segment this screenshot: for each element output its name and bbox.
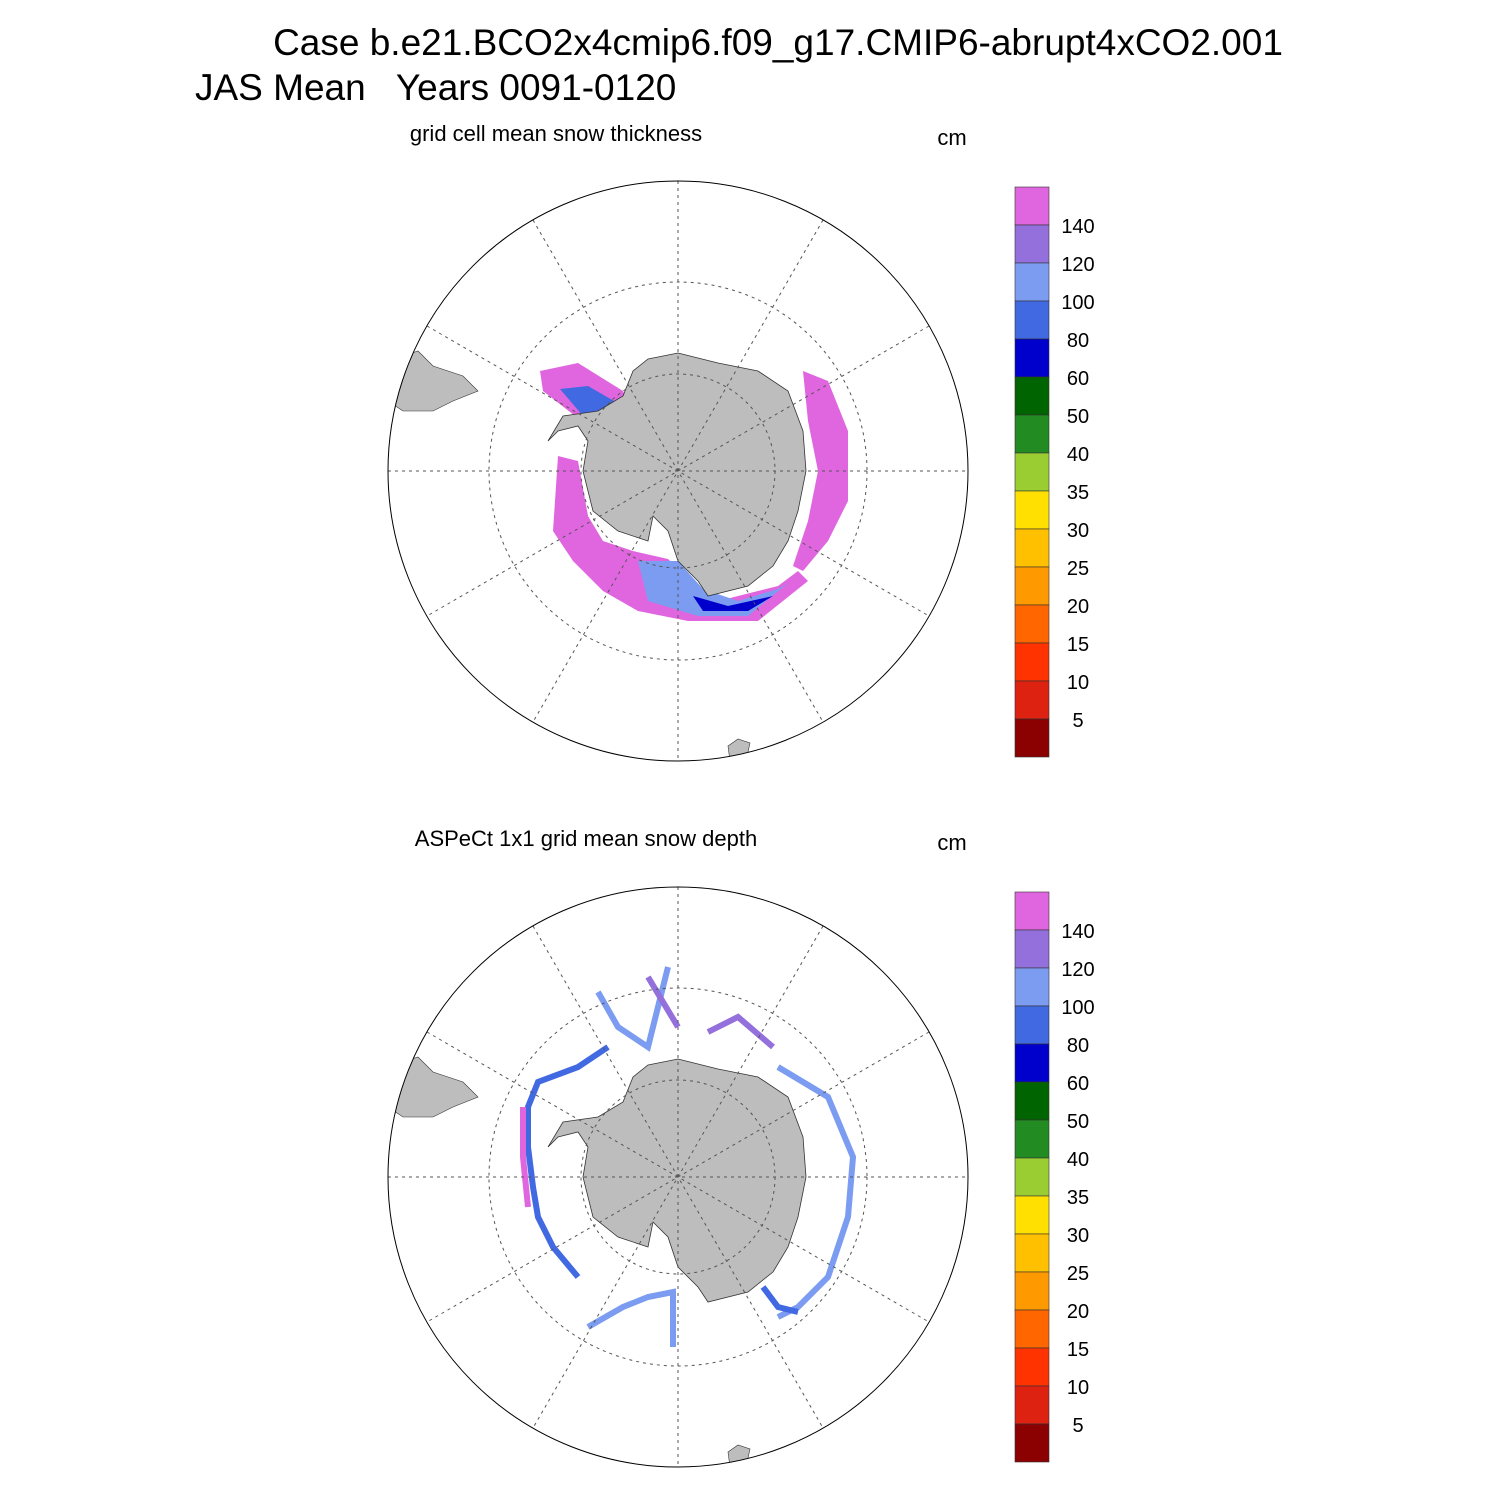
colorbar-box bbox=[1014, 1157, 1050, 1197]
colorbar-label: 20 bbox=[1067, 1301, 1089, 1323]
colorbar-box bbox=[1014, 376, 1050, 416]
colorbar-label: 80 bbox=[1067, 330, 1089, 352]
colorbar-label: 10 bbox=[1067, 1377, 1089, 1399]
panel-title: ASPeCt 1x1 grid mean snow depth bbox=[415, 826, 757, 851]
colorbar-label: 15 bbox=[1067, 634, 1089, 656]
colorbar-box bbox=[1014, 1005, 1050, 1045]
colorbar-box bbox=[1014, 452, 1050, 492]
colorbar-label: 30 bbox=[1067, 520, 1089, 542]
colorbar-label: 20 bbox=[1067, 596, 1089, 618]
colorbar-box bbox=[1014, 1423, 1050, 1463]
colorbar-label: 35 bbox=[1067, 482, 1089, 504]
colorbar-box bbox=[1014, 1347, 1050, 1387]
units-label: cm bbox=[937, 830, 966, 855]
colorbar-box bbox=[1014, 642, 1050, 682]
colorbar-label: 35 bbox=[1067, 1187, 1089, 1209]
colorbar-box bbox=[1014, 490, 1050, 530]
colorbar-label: 25 bbox=[1067, 1263, 1089, 1285]
figure-subtitle: JAS Mean Years 0091-0120 bbox=[195, 67, 676, 108]
colorbar-label: 10 bbox=[1067, 672, 1089, 694]
colorbar-box bbox=[1014, 224, 1050, 264]
colorbar-box bbox=[1014, 929, 1050, 969]
colorbar-label: 100 bbox=[1061, 997, 1094, 1019]
colorbar-box bbox=[1014, 967, 1050, 1007]
colorbar-label: 5 bbox=[1072, 1415, 1083, 1437]
colorbar-label: 120 bbox=[1061, 254, 1094, 276]
colorbar-label: 100 bbox=[1061, 292, 1094, 314]
colorbar-label: 140 bbox=[1061, 216, 1094, 238]
colorbar-box bbox=[1014, 528, 1050, 568]
colorbar-box bbox=[1014, 891, 1050, 931]
figure-title: Case b.e21.BCO2x4cmip6.f09_g17.CMIP6-abr… bbox=[273, 22, 1283, 63]
panel-title: grid cell mean snow thickness bbox=[410, 121, 702, 146]
colorbar-box bbox=[1014, 186, 1050, 226]
map-panel: ASPeCt 1x1 grid mean snow depth cm 5 10 15… bbox=[388, 826, 1095, 1467]
colorbar-label: 50 bbox=[1067, 1111, 1089, 1133]
colorbar-box bbox=[1014, 1195, 1050, 1235]
colorbar: 5 10 15 20 25 30 35 40 50 60 80 100 120 140 bbox=[1014, 186, 1095, 758]
colorbar: 5 10 15 20 25 30 35 40 50 60 80 100 120 140 bbox=[1014, 891, 1095, 1463]
colorbar-box bbox=[1014, 718, 1050, 758]
colorbar-box bbox=[1014, 414, 1050, 454]
colorbar-label: 15 bbox=[1067, 1339, 1089, 1361]
colorbar-label: 140 bbox=[1061, 921, 1094, 943]
units-label: cm bbox=[937, 125, 966, 150]
colorbar-label: 60 bbox=[1067, 1073, 1089, 1095]
colorbar-box bbox=[1014, 262, 1050, 302]
colorbar-box bbox=[1014, 1309, 1050, 1349]
colorbar-label: 40 bbox=[1067, 444, 1089, 466]
colorbar-box bbox=[1014, 1233, 1050, 1273]
colorbar-box bbox=[1014, 1385, 1050, 1425]
colorbar-box bbox=[1014, 1271, 1050, 1311]
polar-map bbox=[388, 181, 968, 761]
colorbar-box bbox=[1014, 1043, 1050, 1083]
map-panel: grid cell mean snow thickness cm 5 10 15 20… bbox=[388, 121, 1095, 761]
colorbar-label: 40 bbox=[1067, 1149, 1089, 1171]
colorbar-label: 30 bbox=[1067, 1225, 1089, 1247]
colorbar-box bbox=[1014, 300, 1050, 340]
colorbar-label: 50 bbox=[1067, 406, 1089, 428]
colorbar-box bbox=[1014, 338, 1050, 378]
colorbar-box bbox=[1014, 1119, 1050, 1159]
colorbar-label: 80 bbox=[1067, 1035, 1089, 1057]
colorbar-label: 5 bbox=[1072, 710, 1083, 732]
colorbar-box bbox=[1014, 680, 1050, 720]
colorbar-label: 25 bbox=[1067, 558, 1089, 580]
polar-map bbox=[388, 887, 968, 1467]
colorbar-label: 120 bbox=[1061, 959, 1094, 981]
colorbar-box bbox=[1014, 1081, 1050, 1121]
colorbar-box bbox=[1014, 566, 1050, 606]
colorbar-label: 60 bbox=[1067, 368, 1089, 390]
colorbar-box bbox=[1014, 604, 1050, 644]
